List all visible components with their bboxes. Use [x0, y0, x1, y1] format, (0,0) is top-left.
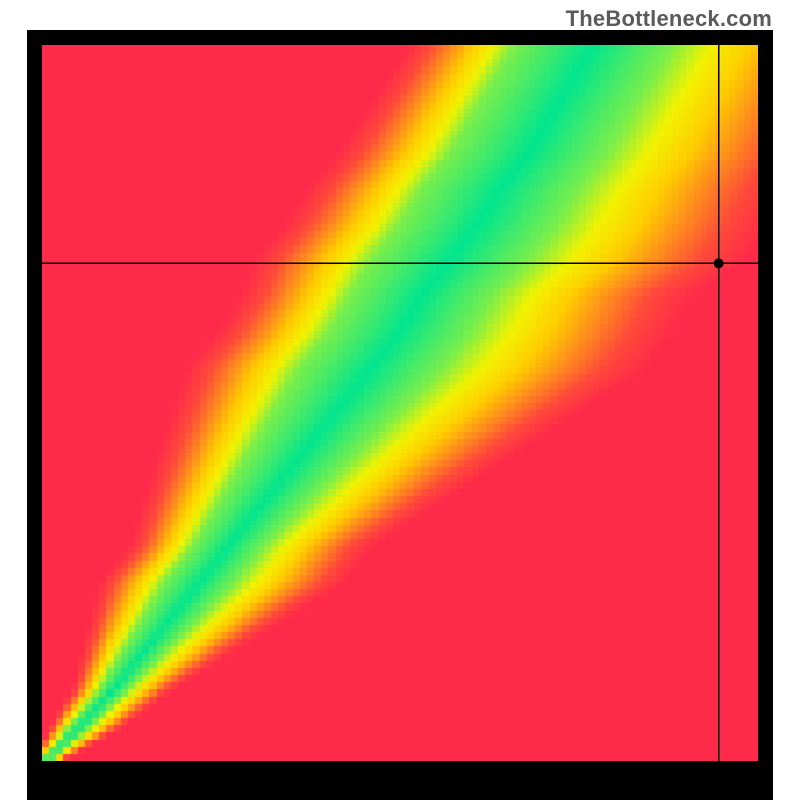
watermark-text: TheBottleneck.com	[566, 6, 772, 32]
crosshair-overlay	[42, 45, 758, 761]
chart-outer-frame	[27, 30, 773, 800]
crosshair-point	[714, 258, 724, 268]
